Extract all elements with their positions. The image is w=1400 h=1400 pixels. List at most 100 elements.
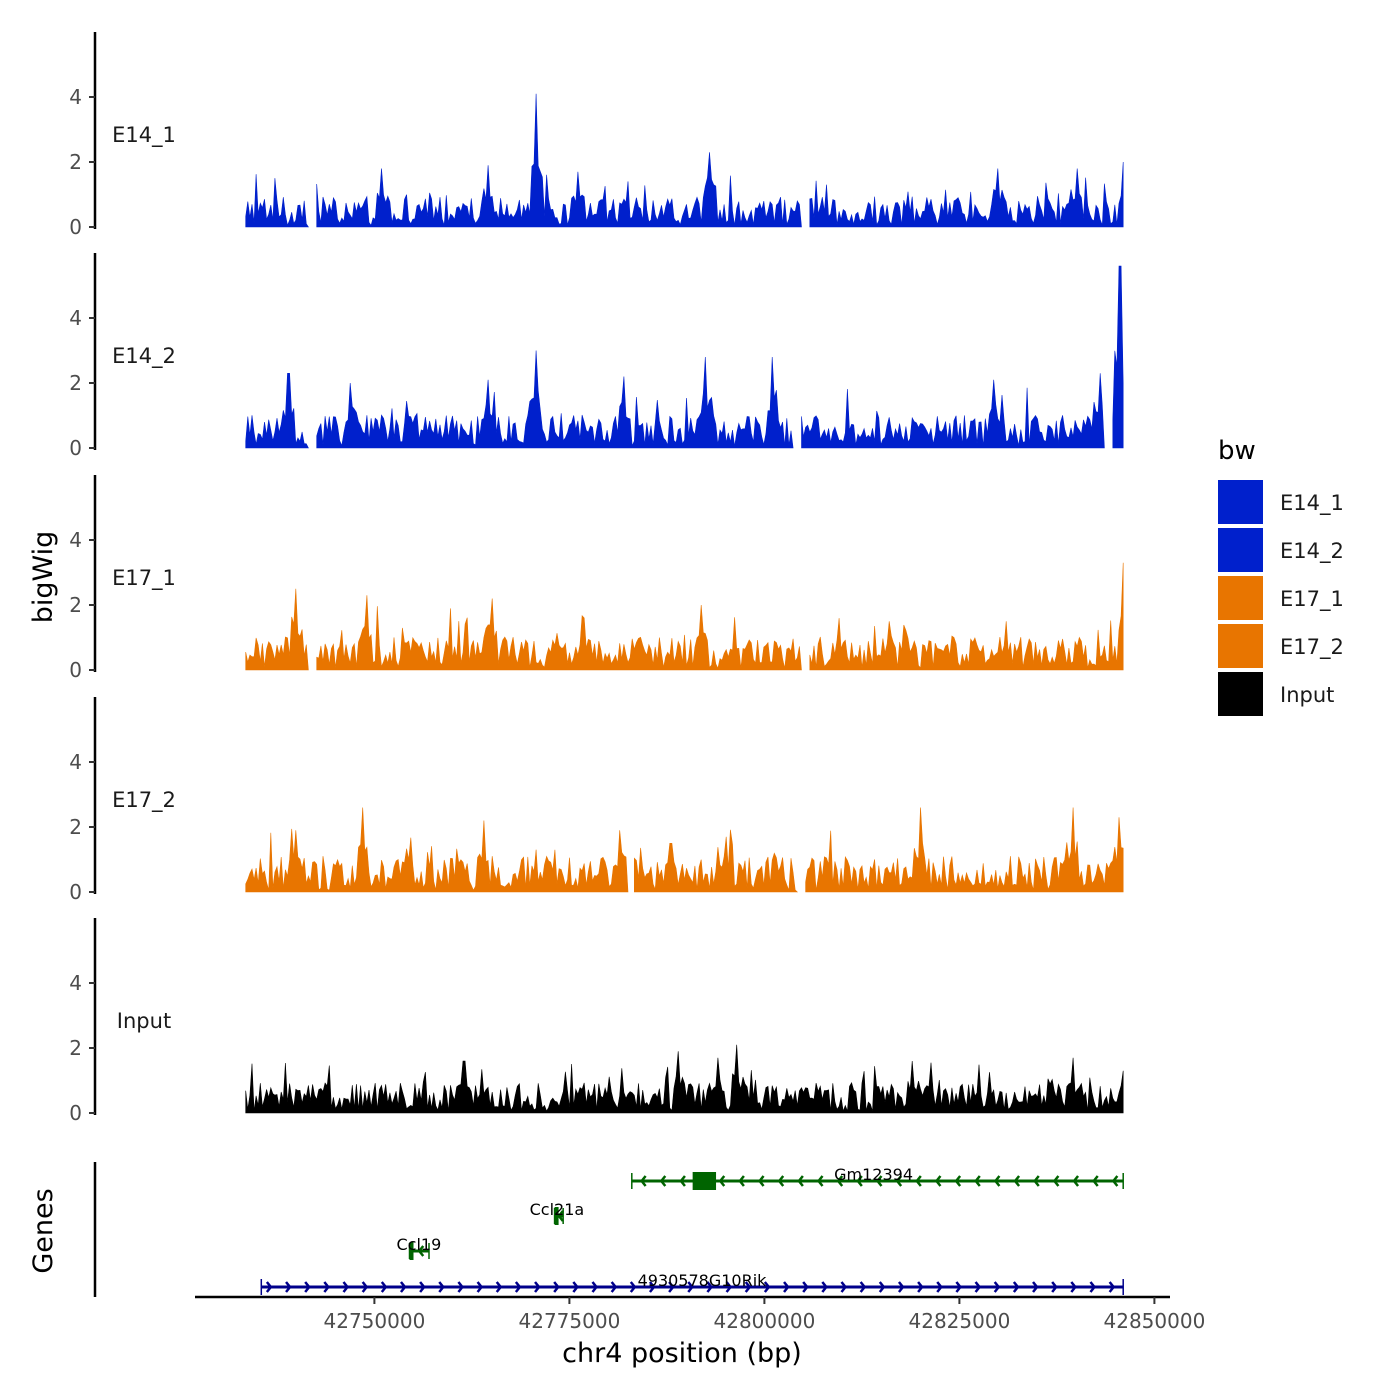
legend-swatch [1218, 480, 1263, 524]
strand-chevron [438, 1281, 445, 1293]
strand-chevron [361, 1281, 369, 1293]
y-tick-label: 0 [69, 436, 82, 460]
gene-label: Ccl21a [530, 1200, 585, 1219]
track-panel-Input: 0 2 4 Input [69, 918, 1124, 1125]
y-tick-label: 2 [69, 371, 82, 395]
x-tick-label: 42800000 [714, 1309, 816, 1333]
strand-chevron [679, 1175, 686, 1187]
track-label: E17_2 [112, 788, 176, 813]
strand-chevron [610, 1281, 618, 1293]
exon-block [409, 1242, 414, 1260]
strand-chevron [895, 1175, 903, 1187]
y-tick-label: 2 [69, 150, 82, 174]
strand-chevron [1089, 1281, 1097, 1293]
strand-chevron [856, 1175, 863, 1187]
y-tick-label: 2 [69, 593, 82, 617]
legend-swatch [1218, 624, 1263, 668]
strand-chevron [380, 1281, 388, 1293]
legend-swatch [1218, 576, 1263, 620]
signal-area-E14_2 [245, 265, 1124, 449]
strand-chevron [1051, 1281, 1058, 1293]
strand-chevron [777, 1175, 785, 1187]
gene-label: Ccl19 [396, 1235, 441, 1254]
strand-chevron [993, 1281, 1001, 1293]
x-tick-label: 42775000 [519, 1309, 621, 1333]
y-tick-label: 4 [69, 306, 82, 330]
strand-chevron [1111, 1175, 1119, 1187]
strand-chevron [495, 1281, 503, 1293]
strand-chevron [993, 1175, 1001, 1187]
strand-chevron [399, 1281, 407, 1293]
y-tick-label: 4 [69, 971, 82, 995]
track-panel-E17_2: 0 2 4 E17_2 [69, 697, 1124, 904]
exon-block [692, 1172, 717, 1190]
strand-chevron [917, 1281, 924, 1293]
track-panel-E14_2: 0 2 4 E14_2 [69, 253, 1124, 460]
legend-label: Input [1280, 683, 1334, 707]
strand-chevron [557, 1210, 564, 1222]
track-panel-E14_1: 0 2 4 E14_1 [69, 32, 1124, 239]
strand-chevron [1070, 1281, 1077, 1293]
track-panel-E17_1: 0 2 4 E17_1 [69, 475, 1124, 682]
legend-label: E14_2 [1280, 539, 1344, 564]
strand-chevron [304, 1281, 311, 1293]
strand-chevron [476, 1281, 484, 1293]
strand-chevron [1092, 1175, 1099, 1187]
strand-chevron [1052, 1175, 1060, 1187]
y-tick-label: 4 [69, 528, 82, 552]
gene-Ccl21a: Ccl21a [530, 1200, 585, 1225]
x-tick-label: 42750000 [324, 1309, 426, 1333]
gene-4930578G10Rik: 4930578G10Rik [260, 1271, 1124, 1295]
signal-area-E14_1 [245, 93, 1124, 228]
strand-chevron [640, 1175, 647, 1187]
strand-chevron [955, 1281, 962, 1293]
strand-chevron [836, 1175, 844, 1187]
strand-chevron [591, 1281, 599, 1293]
strand-chevron [629, 1281, 637, 1293]
x-axis: 42750000 42775000 42800000 42825000 42850000 [195, 1295, 1206, 1333]
gene-label: 4930578G10Rik [638, 1271, 768, 1290]
strand-chevron [936, 1281, 943, 1293]
y-tick-label: 0 [69, 658, 82, 682]
strand-chevron [419, 1281, 426, 1293]
x-tick-label: 42850000 [1104, 1309, 1206, 1333]
y-tick-label: 2 [69, 1036, 82, 1060]
y-tick-label: 2 [69, 815, 82, 839]
gene-Gm12394: Gm12394 [631, 1165, 1124, 1190]
strand-chevron [323, 1281, 330, 1293]
strand-chevron [553, 1281, 560, 1293]
track-label: E17_1 [112, 566, 176, 591]
strand-chevron [534, 1281, 541, 1293]
strand-chevron [417, 1245, 425, 1257]
gene-label: Gm12394 [834, 1165, 913, 1184]
legend-swatch [1218, 672, 1263, 716]
signal-area-Input [245, 1044, 1124, 1114]
y-tick-label: 4 [69, 750, 82, 774]
strand-chevron [457, 1281, 465, 1293]
strand-chevron [816, 1175, 824, 1187]
strand-chevron [687, 1281, 694, 1293]
strand-chevron [859, 1281, 867, 1293]
legend-label: E17_2 [1280, 635, 1344, 660]
strand-chevron [265, 1281, 273, 1293]
strand-chevron [821, 1281, 828, 1293]
strand-chevron [285, 1281, 292, 1293]
legend-swatch [1218, 528, 1263, 572]
y-tick-label: 4 [69, 85, 82, 109]
y-tick-label: 0 [69, 880, 82, 904]
strand-chevron [572, 1281, 579, 1293]
strand-chevron [840, 1281, 848, 1293]
track-label: E14_1 [112, 123, 176, 148]
legend-label: E14_1 [1280, 491, 1344, 516]
strand-chevron [763, 1281, 771, 1293]
x-tick-label: 42825000 [909, 1309, 1011, 1333]
strand-chevron [342, 1281, 350, 1293]
legend-title: bw [1218, 436, 1256, 466]
legend-label: E17_1 [1280, 587, 1344, 612]
strand-chevron [1012, 1281, 1020, 1293]
strand-chevron [718, 1175, 726, 1187]
strand-chevron [668, 1281, 675, 1293]
strand-chevron [1072, 1175, 1080, 1187]
y-tick-label: 0 [69, 215, 82, 239]
